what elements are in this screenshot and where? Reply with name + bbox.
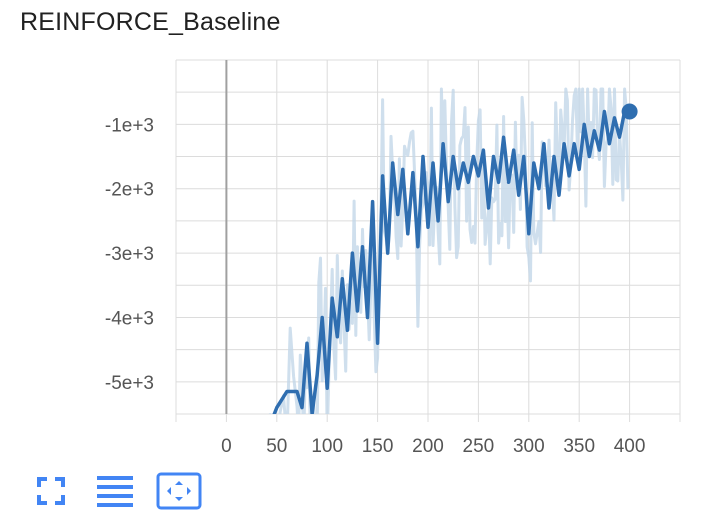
fit-domain-icon — [156, 472, 202, 510]
smoothed-line — [272, 109, 630, 414]
smoothed-series — [272, 103, 638, 414]
x-tick-label: 350 — [563, 436, 595, 457]
fullscreen-icon — [37, 477, 65, 505]
raw-line — [268, 87, 630, 414]
x-tick-label: 400 — [614, 436, 646, 457]
raw-series — [268, 87, 630, 414]
chart-toolbar — [36, 472, 202, 510]
x-tick-label: 100 — [311, 436, 343, 457]
y-tick-label: -2e+3 — [105, 180, 154, 201]
y-tick-label: -4e+3 — [105, 308, 154, 329]
x-tick-label: 150 — [362, 436, 394, 457]
y-tick-label: -5e+3 — [105, 373, 154, 394]
x-tick-label: 0 — [221, 436, 232, 457]
y-tick-label: -3e+3 — [105, 244, 154, 265]
x-tick-label: 250 — [463, 436, 495, 457]
fullscreen-button[interactable] — [36, 476, 66, 506]
fit-domain-button[interactable] — [156, 472, 202, 510]
toggle-y-log-icon — [97, 476, 133, 507]
tick-labels: -1e+3 -2e+3 -3e+3 -4e+3 -5e+3 0 50 100 150 200 250… — [105, 115, 646, 457]
y-tick-label: -1e+3 — [105, 115, 154, 136]
toggle-y-log-button[interactable] — [96, 474, 134, 508]
x-tick-label: 300 — [513, 436, 545, 457]
x-tick-label: 200 — [412, 436, 444, 457]
chart-title: REINFORCE_Baseline — [20, 8, 281, 36]
chart[interactable]: -1e+3 -2e+3 -3e+3 -4e+3 -5e+3 0 50 100 150 200 250… — [0, 0, 716, 460]
x-tick-label: 50 — [266, 436, 287, 457]
last-point-marker[interactable] — [621, 103, 638, 120]
